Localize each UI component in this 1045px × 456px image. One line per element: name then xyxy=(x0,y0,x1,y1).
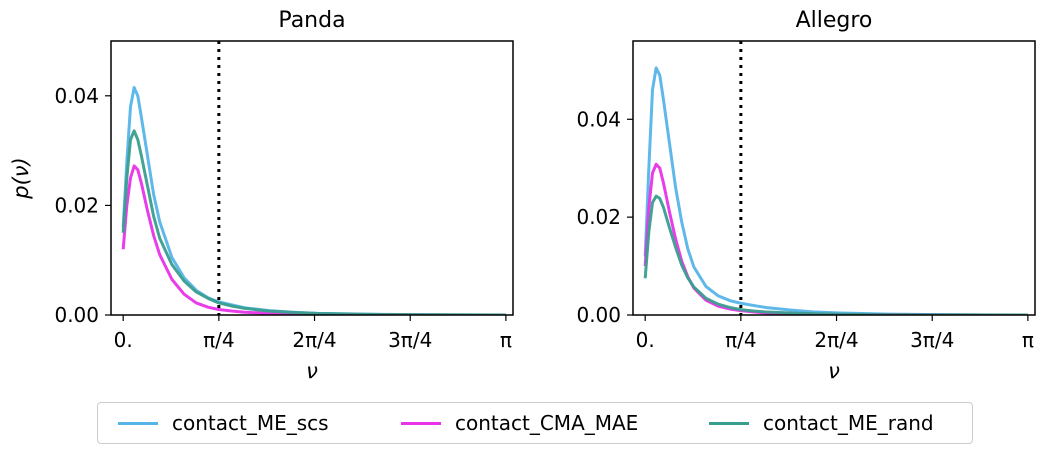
legend-label: contact_ME_rand xyxy=(763,411,934,435)
x-tick-label: 0. xyxy=(636,328,655,352)
panel-panda: 0. π/4 2π/4 3π/4 π 0.00 0.02 0.04 Panda ν p(ν) xyxy=(9,8,514,383)
panel-allegro: 0. π/4 2π/4 3π/4 π 0.00 0.02 0.04 Allegro ν xyxy=(576,8,1036,383)
series-line-contact-cma-mae xyxy=(121,164,506,315)
series-line-contact-me-scs xyxy=(121,86,506,315)
x-tick-label: π/4 xyxy=(203,328,235,352)
y-tick-label: 0.04 xyxy=(576,107,621,131)
y-tick-label: 0.00 xyxy=(54,303,99,327)
series-line-contact-cma-mae xyxy=(643,162,1028,315)
x-tick-label: 2π/4 xyxy=(814,328,858,352)
x-tick-label: 3π/4 xyxy=(910,328,954,352)
x-axis-label: ν xyxy=(306,359,318,383)
legend-label: contact_CMA_MAE xyxy=(455,411,639,435)
series-group xyxy=(643,66,1028,315)
x-axis-label: ν xyxy=(828,359,840,383)
x-tick-label: 3π/4 xyxy=(388,328,432,352)
series-group xyxy=(121,86,506,315)
x-tick-label: π xyxy=(500,328,512,352)
y-tick-label: 0.02 xyxy=(576,205,621,229)
legend-swatch xyxy=(401,421,441,425)
x-tick-label: 2π/4 xyxy=(292,328,336,352)
legend-item-contact-me-rand: contact_ME_rand xyxy=(709,403,934,443)
axes-frame xyxy=(110,40,514,316)
y-tick-label: 0.04 xyxy=(54,84,99,108)
legend-item-contact-me-scs: contact_ME_scs xyxy=(118,403,329,443)
panel-title: Allegro xyxy=(796,8,873,33)
panel-title: Panda xyxy=(278,8,345,33)
y-tick-label: 0.00 xyxy=(576,303,621,327)
y-tick-label: 0.02 xyxy=(54,193,99,217)
legend-swatch xyxy=(709,421,749,425)
legend-item-contact-cma-mae: contact_CMA_MAE xyxy=(401,403,638,443)
legend: contact_ME_scs contact_CMA_MAE contact_M… xyxy=(97,402,973,444)
x-tick-label: π xyxy=(1022,328,1034,352)
legend-swatch xyxy=(118,421,158,425)
series-line-contact-me-rand xyxy=(121,129,506,315)
x-tick-label: 0. xyxy=(114,328,133,352)
y-axis-label: p(ν) xyxy=(9,157,33,199)
x-tick-label: π/4 xyxy=(725,328,757,352)
series-line-contact-me-scs xyxy=(643,66,1028,315)
axes-frame xyxy=(632,40,1036,316)
legend-label: contact_ME_scs xyxy=(172,411,329,435)
